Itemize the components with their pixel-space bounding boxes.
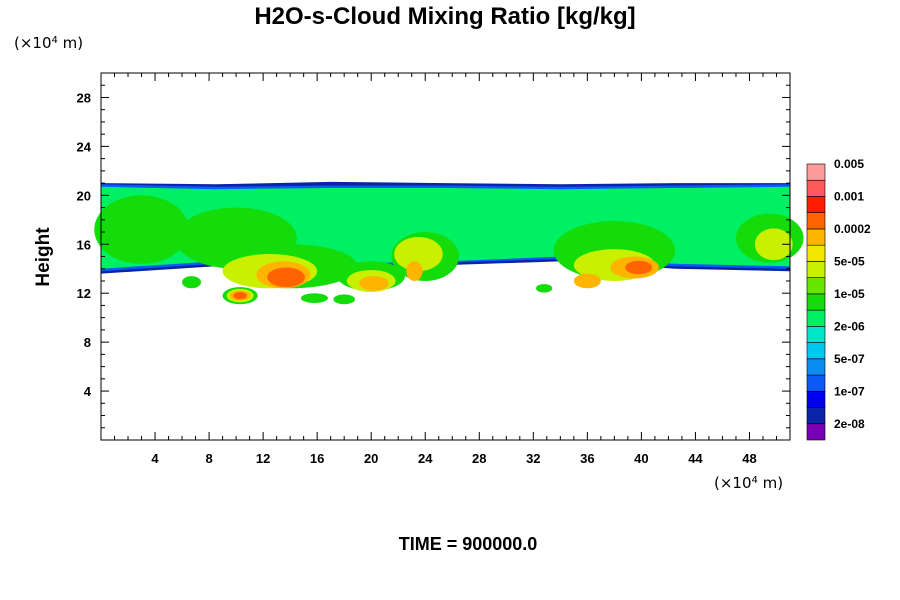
colorbar-swatch-5 <box>806 342 826 360</box>
colorbar-swatch-7 <box>806 309 826 327</box>
colorbar-swatch-1 <box>806 407 826 425</box>
colorbar-swatch-9 <box>806 277 826 295</box>
colorbar-swatch-10 <box>806 261 826 278</box>
y-tick-label: 8 <box>84 335 91 350</box>
contour-blob-12 <box>300 293 328 303</box>
colorbar-swatch-4 <box>806 358 826 376</box>
colorbar-label: 1e-05 <box>834 287 865 301</box>
colorbar-swatch-11 <box>806 244 826 262</box>
contour-blob-27 <box>267 267 305 288</box>
colorbar-label: 1e-07 <box>834 384 865 398</box>
contour-blob-28 <box>625 260 653 275</box>
contour-blob-22 <box>359 276 389 291</box>
colorbar-swatch-6 <box>806 326 826 343</box>
colorbar-swatch-13 <box>806 212 826 230</box>
y-axis-label: Height <box>33 227 54 287</box>
contour-blob-17 <box>394 236 443 272</box>
colorbar-swatch-14 <box>806 196 826 214</box>
colorbar-swatch-12 <box>806 228 826 246</box>
colorbar-swatch-0 <box>806 423 826 441</box>
x-tick-label: 16 <box>310 451 324 466</box>
x-tick-label: 28 <box>472 451 486 466</box>
y-tick-label: 20 <box>77 188 91 203</box>
contour-blob-29 <box>233 291 247 300</box>
x-tick-label: 8 <box>205 451 212 466</box>
colorbar-label: 2e-08 <box>834 417 865 431</box>
chart-title: H2O-s-Cloud Mixing Ratio [kg/kg] <box>254 3 635 30</box>
contour-blob-23 <box>406 261 423 281</box>
y-axis-ticks: 4 8 12 16 20 24 28 <box>77 84 790 429</box>
x-tick-label: 24 <box>418 451 433 466</box>
y-tick-label: 24 <box>77 139 92 154</box>
colorbar-label: 5e-07 <box>834 352 865 366</box>
x-axis-ticks: 4 8 12 16 20 24 28 32 36 40 44 48 <box>114 73 777 466</box>
x-tick-label: 4 <box>151 451 159 466</box>
contour-blob-19 <box>754 228 793 261</box>
colorbar-swatch-8 <box>806 293 826 311</box>
colorbar-swatch-3 <box>806 374 826 392</box>
contour-blob-10 <box>182 276 201 289</box>
y-tick-label: 16 <box>77 237 91 252</box>
x-tick-label: 32 <box>526 451 540 466</box>
colorbar-swatch-2 <box>806 390 826 408</box>
colorbar-label: 0.0002 <box>834 222 871 236</box>
contour-blob-14 <box>536 284 553 293</box>
x-axis-unit-label: (×104 m) <box>714 474 783 492</box>
y-axis-unit-label: (×104 m) <box>14 34 83 52</box>
colorbar-swatch-16 <box>806 163 826 181</box>
colorbar: 2e-08 1e-07 5e-07 2e-06 1e-05 5e-05 0.0002 0.00… <box>806 157 871 441</box>
contour-blob-13 <box>333 294 355 305</box>
x-tick-label: 40 <box>634 451 648 466</box>
x-tick-label: 44 <box>688 451 703 466</box>
colorbar-label: 5e-05 <box>834 254 865 268</box>
x-tick-label: 12 <box>256 451 270 466</box>
colorbar-label: 2e-06 <box>834 319 865 333</box>
y-tick-label: 4 <box>84 384 92 399</box>
colorbar-label: 0.005 <box>834 157 864 171</box>
time-label: TIME = 900000.0 <box>399 534 538 554</box>
x-tick-label: 48 <box>742 451 756 466</box>
colorbar-swatch-15 <box>806 179 826 197</box>
x-tick-label: 20 <box>364 451 378 466</box>
colorbar-label: 0.001 <box>834 189 864 203</box>
contour-blob-25 <box>573 273 601 289</box>
contour-blob-3 <box>94 195 189 264</box>
x-tick-label: 36 <box>580 451 594 466</box>
contour-fill-layer <box>94 181 804 305</box>
y-tick-label: 12 <box>77 286 91 301</box>
y-tick-label: 28 <box>77 90 91 105</box>
